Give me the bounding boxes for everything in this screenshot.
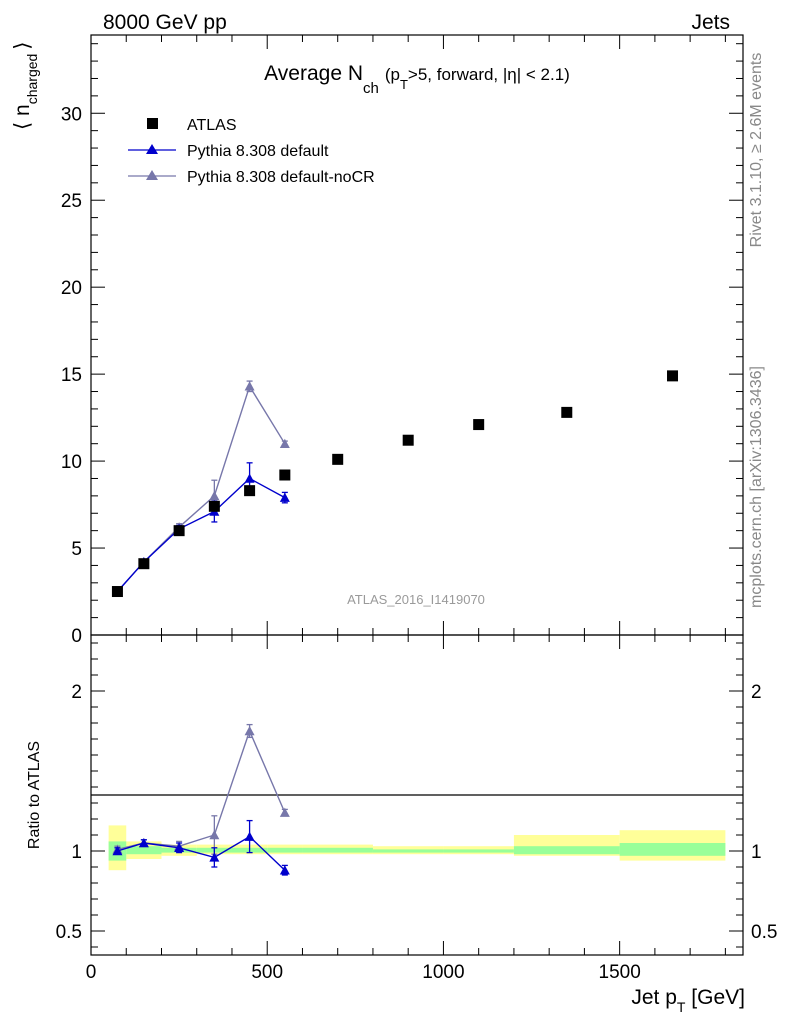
ratio-y-tick-label: 0.5 — [56, 922, 82, 943]
ratio-triangle-point — [209, 852, 220, 862]
ratio-inner-band — [372, 849, 444, 853]
legend-marker-pythia-nocr — [146, 170, 158, 180]
ratio-triangle-point — [244, 726, 255, 736]
main-axis-ticks: 0 5 10 15 20 25 30 — [61, 35, 743, 647]
ratio-inner-band — [302, 847, 373, 853]
legend-item-pythia-nocr: Pythia 8.308 default-noCR — [128, 169, 375, 186]
legend-item-atlas: ATLAS — [147, 117, 237, 134]
legend-label-pythia-nocr: Pythia 8.308 default-noCR — [187, 169, 375, 186]
main-y-tick-label: 25 — [61, 191, 82, 212]
main-triangle-point — [209, 490, 220, 501]
ratio-inner-band — [513, 846, 620, 855]
main-data-layer — [111, 370, 679, 598]
mcplots-label: mcplots.cern.ch [arXiv:1306.3436] — [748, 366, 765, 608]
ratio-y-tick-label-right: 1 — [751, 842, 762, 863]
title-main: Average N — [264, 62, 363, 85]
ratio-inner-band — [619, 843, 726, 856]
ratio-inner-band — [126, 846, 162, 855]
main-y-tick-label: 20 — [61, 278, 82, 299]
ratio-triangle-point — [279, 865, 290, 875]
ratio-data-layer — [112, 723, 290, 876]
atlas-data-point — [244, 485, 256, 497]
ratio-uncertainty-bands — [108, 825, 726, 871]
atlas-data-point — [402, 434, 414, 446]
main-triangle-point — [244, 381, 255, 391]
ratio-triangle-point — [112, 846, 123, 856]
legend-marker-pythia-default — [146, 144, 158, 154]
ratio-inner-band — [267, 847, 303, 853]
ratio-y-tick-label-right: 2 — [751, 682, 762, 703]
title-cond-a-sub: T — [400, 77, 408, 92]
ratio-triangle-point — [209, 830, 220, 840]
x-axis-label: Jet pT [GeV] — [631, 986, 745, 1015]
x-tick-label: 1000 — [422, 962, 464, 983]
main-panel: 0 5 10 15 20 25 30 Average Nch (pT>5, forward, … — [11, 34, 744, 647]
rivet-label: Rivet 3.1.10, ≥ 2.6M events — [748, 53, 765, 248]
title-cond-a: (p — [385, 65, 400, 84]
ratio-y-tick-label: 1 — [71, 842, 82, 863]
header-jets-label: Jets — [691, 11, 730, 34]
main-triangle-point — [279, 492, 290, 502]
main-y-tick-label: 30 — [61, 104, 82, 125]
ratio-triangle-point — [138, 838, 149, 848]
title-cond-b: >5, forward, |η| < 2.1) — [408, 65, 570, 84]
ratio-axis-ticks: 0.5 0.5 1 1 2 2 0 500 1000 1500 — [56, 635, 777, 983]
x-tick-label: 500 — [251, 962, 283, 983]
legend-item-pythia-default: Pythia 8.308 default — [128, 143, 329, 160]
legend: ATLAS Pythia 8.308 default Pythia 8.308 … — [128, 117, 375, 186]
main-series-line — [116, 477, 286, 592]
ratio-inner-band — [443, 849, 514, 853]
title-main-sub: ch — [363, 80, 379, 97]
atlas-data-point — [473, 419, 485, 431]
ratio-plot-frame — [90, 634, 744, 956]
main-y-tick-label: 10 — [61, 452, 82, 473]
main-triangle-point — [279, 438, 290, 448]
ratio-y-axis-label: Ratio to ATLAS — [26, 741, 43, 849]
x-tick-label: 0 — [86, 962, 97, 983]
ratio-triangle-point — [174, 842, 185, 853]
atlas-data-point — [667, 370, 679, 382]
x-tick-label: 1500 — [599, 962, 641, 983]
ratio-series-line — [117, 835, 286, 871]
main-y-tick-label: 0 — [71, 626, 82, 647]
main-y-axis-label: ⟨ ncharged⟩ — [11, 41, 40, 130]
ratio-triangle-point — [279, 807, 290, 817]
legend-label-atlas: ATLAS — [187, 117, 237, 134]
ratio-y-tick-label-right: 0.5 — [751, 922, 777, 943]
analysis-watermark: ATLAS_2016_I1419070 — [347, 592, 485, 607]
main-triangle-point — [244, 473, 255, 483]
main-y-tick-label: 5 — [71, 539, 82, 560]
atlas-data-point — [561, 406, 573, 418]
atlas-data-point — [173, 525, 185, 537]
atlas-data-point — [332, 453, 344, 465]
ratio-panel: 0.5 0.5 1 1 2 2 0 500 1000 1500 Ratio to ATLAS Je… — [26, 634, 777, 1015]
legend-marker-atlas — [147, 118, 158, 129]
legend-label-pythia-default: Pythia 8.308 default — [187, 143, 329, 160]
atlas-data-point — [138, 558, 150, 570]
main-y-tick-label: 15 — [61, 365, 82, 386]
header-energy-label: 8000 GeV pp — [103, 11, 227, 34]
atlas-data-point — [208, 500, 220, 512]
ratio-series-line — [117, 729, 286, 851]
atlas-data-point — [279, 469, 291, 481]
ratio-y-tick-label: 2 — [71, 682, 82, 703]
ratio-triangle-point — [244, 831, 255, 841]
main-title: Average Nch (pT>5, forward, |η| < 2.1) — [264, 62, 570, 97]
atlas-data-point — [111, 586, 123, 598]
